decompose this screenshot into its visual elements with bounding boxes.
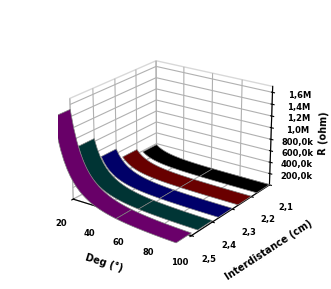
X-axis label: Deg (°): Deg (°) [84, 253, 124, 274]
Y-axis label: Interdistance (cm): Interdistance (cm) [223, 218, 314, 281]
